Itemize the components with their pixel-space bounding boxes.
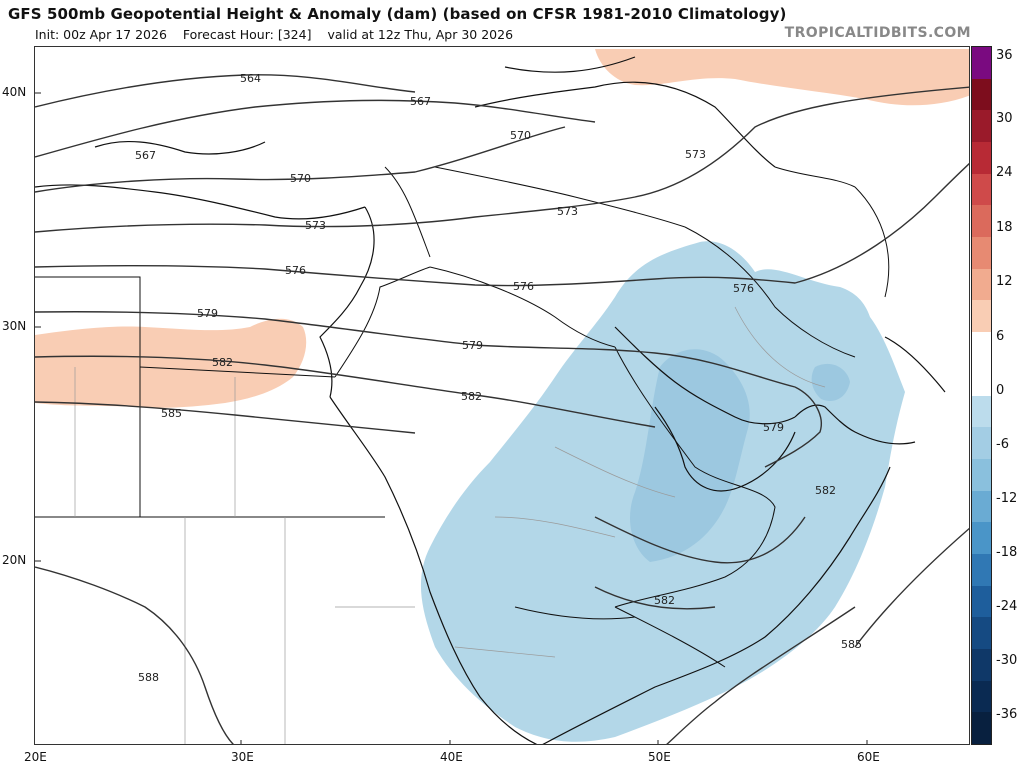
forecast-hour: Forecast Hour: [324]	[182, 27, 312, 42]
lon-label-40e: 40E	[440, 750, 463, 764]
contour-label: 573	[685, 148, 706, 161]
colorbar-segment	[972, 712, 991, 745]
colorbar-segment	[972, 617, 991, 650]
colorbar-label: -30	[996, 653, 1018, 668]
colorbar-segment	[972, 522, 991, 555]
contour-label: 585	[841, 638, 862, 651]
colorbar-label: 18	[996, 220, 1013, 235]
lat-label-30n: 30N	[2, 319, 27, 333]
colorbar-segment	[972, 268, 991, 301]
lon-label-50e: 50E	[648, 750, 671, 764]
colorbar-segment	[972, 648, 991, 682]
positive-anomaly-region	[595, 49, 969, 106]
colorbar-segment	[972, 78, 991, 111]
lon-label-30e: 30E	[231, 750, 254, 764]
colorbar-segment	[972, 585, 991, 618]
colorbar-segment	[972, 110, 991, 143]
colorbar-segment	[972, 490, 991, 523]
colorbar-label: -18	[996, 545, 1018, 560]
contour-label: 576	[285, 264, 306, 277]
contour-labels: 564 567 567 570 570 573 573 573 576 576 …	[135, 72, 862, 684]
contour-label: 573	[557, 205, 578, 218]
contour-label: 582	[461, 390, 482, 403]
colorbar-label: -12	[996, 491, 1018, 506]
contour-label: 570	[510, 129, 531, 142]
colorbar-segment	[972, 205, 991, 238]
contour-label: 576	[513, 280, 534, 293]
brand-watermark: TROPICALTIDBITS.COM	[784, 25, 971, 41]
colorbar-segment	[972, 395, 991, 428]
map-canvas: 564 567 567 570 570 573 573 573 576 576 …	[35, 49, 969, 744]
init-time: Init: 00z Apr 17 2026	[35, 27, 167, 42]
lat-label-20n: 20N	[2, 553, 27, 567]
colorbar-segment	[972, 332, 991, 365]
contour-label: 573	[305, 219, 326, 232]
map-subtitle: Init: 00z Apr 17 2026 Forecast Hour: [32…	[35, 27, 513, 42]
positive-anomaly-region	[35, 318, 307, 408]
colorbar-segment	[972, 142, 991, 175]
contour-label: 570	[290, 172, 311, 185]
deeper-anomaly-region	[630, 349, 750, 562]
colorbar-segment	[972, 458, 991, 492]
colorbar-label: 36	[996, 48, 1013, 63]
contour-label: 582	[815, 484, 836, 497]
colorbar-segment	[972, 173, 991, 206]
lon-label-20e: 20E	[24, 750, 47, 764]
colorbar-segment	[972, 47, 991, 80]
colorbar-label: 6	[996, 329, 1005, 344]
contour-label: 585	[161, 407, 182, 420]
colorbar-segment	[972, 680, 991, 713]
colorbar-segment	[972, 553, 991, 587]
contour-label: 576	[733, 282, 754, 295]
colorbar-segment	[972, 427, 991, 460]
colorbar-label: 24	[996, 165, 1013, 180]
colorbar-segment	[972, 237, 991, 270]
contour-label: 582	[654, 594, 675, 607]
coastlines	[35, 56, 946, 744]
colorbar-label: -36	[996, 707, 1018, 722]
contour-label: 567	[135, 149, 156, 162]
colorbar-label: -24	[996, 599, 1018, 614]
colorbar-segment	[972, 300, 991, 333]
contour-label: 567	[410, 95, 431, 108]
lat-label-40n: 40N	[2, 85, 27, 99]
contour-label: 582	[212, 356, 233, 369]
contour-label: 579	[763, 421, 784, 434]
country-borders	[35, 166, 890, 668]
contour-label: 579	[462, 339, 483, 352]
colorbar-label: 0	[996, 383, 1005, 398]
contour-label: 588	[138, 671, 159, 684]
colorbar-label: -6	[996, 437, 1009, 452]
contour-label: 579	[197, 307, 218, 320]
deeper-anomaly-region	[811, 363, 850, 402]
map-title: GFS 500mb Geopotential Height & Anomaly …	[8, 5, 787, 23]
valid-time: valid at 12z Thu, Apr 30 2026	[327, 27, 514, 42]
colorbar-label: 30	[996, 111, 1013, 126]
admin-borders	[74, 306, 826, 744]
axis-ticks	[35, 92, 868, 744]
lon-label-60e: 60E	[857, 750, 880, 764]
contour-label: 564	[240, 72, 261, 85]
colorbar	[971, 46, 992, 745]
colorbar-label: 12	[996, 274, 1013, 289]
colorbar-segment	[972, 363, 991, 396]
height-contours	[35, 74, 969, 744]
map-panel: 564 567 567 570 570 573 573 573 576 576 …	[34, 46, 970, 745]
